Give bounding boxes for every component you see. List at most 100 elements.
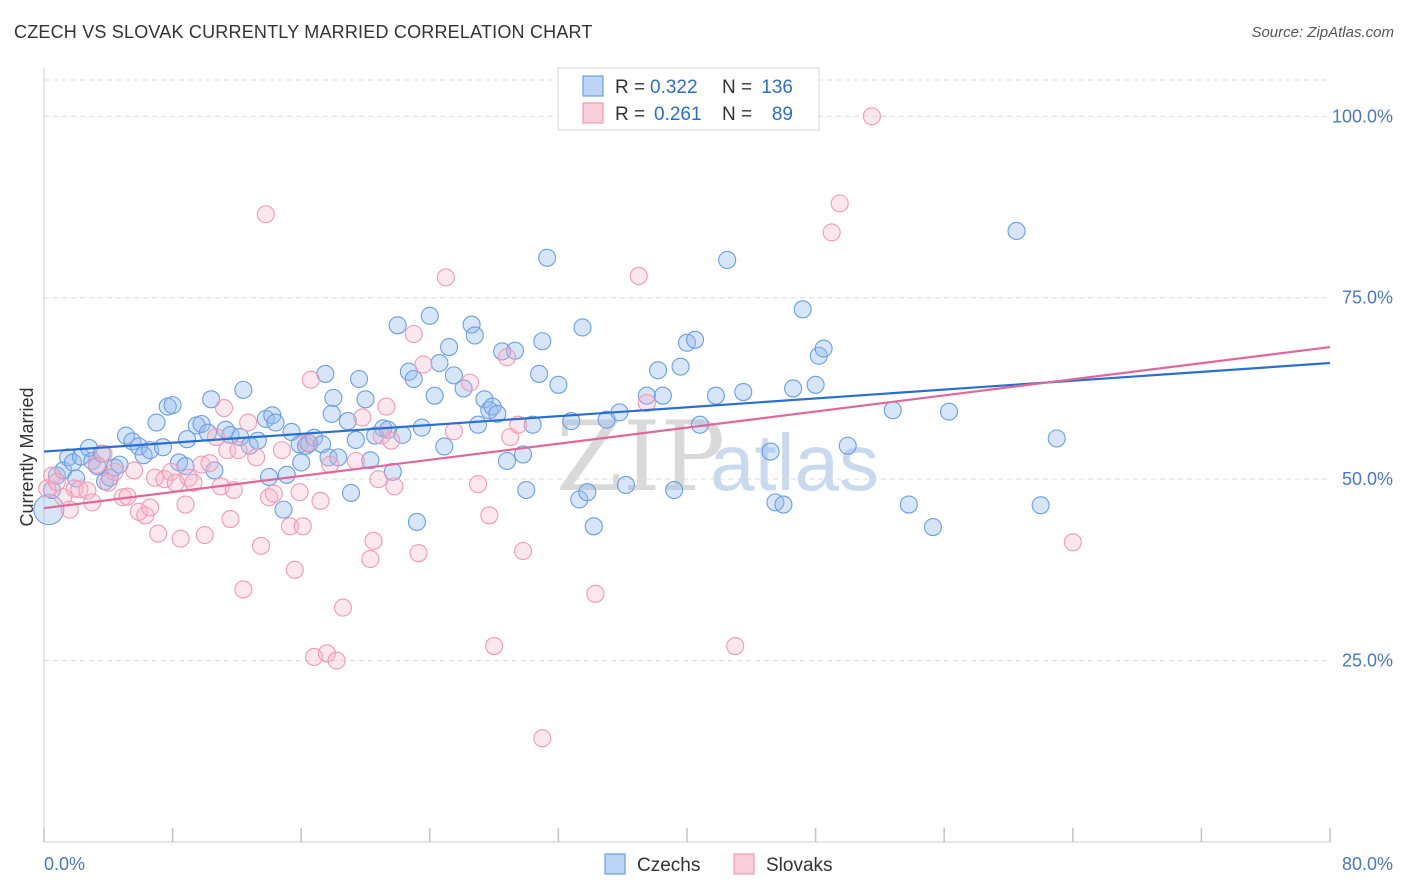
slovaks-point [346,451,365,471]
slovaks-point [124,461,144,480]
czechs-point [883,401,902,420]
czechs-point [685,330,705,349]
slovaks-point [105,462,124,481]
slovaks-point [290,483,309,502]
slovaks-point [353,408,372,427]
czechs-point [653,386,672,405]
legend-czechs-n-label: N = [722,77,752,98]
czechs-point [435,437,454,456]
czechs-point [404,369,423,389]
slovaks-point [171,529,190,548]
czechs-point [163,396,182,415]
czechs-point [761,442,780,461]
czechs-point [549,375,568,394]
slovaks-point [256,205,275,224]
legend-czechs-n-value: 136 [761,77,793,98]
slovaks-point [141,498,160,517]
legend-slovaks-r-label: R = [615,104,645,125]
czechs-point [153,438,173,457]
czechs-point [533,332,552,351]
slovaks-point [364,531,383,550]
x-tick-label-max: 80.0% [1342,854,1393,874]
y-tick-labels: 25.0% 50.0% 75.0% 100.0% [1332,106,1393,670]
slovaks-point [285,560,304,579]
legend-bottom-slovaks-swatch [733,853,755,875]
slovaks-point [497,348,517,367]
czechs-point [324,388,343,407]
watermark-zip: ZIP [556,401,725,513]
slovaks-point [444,422,463,441]
czechs-point [493,342,512,361]
slovaks-point [221,510,240,529]
axes [43,68,1331,843]
czechs-point [430,353,449,373]
czechs-point [1047,429,1066,448]
slovaks-point [149,524,168,543]
czechs-point [388,316,407,335]
czechs-points [33,221,1066,537]
slovaks-point [333,598,353,617]
czechs-point [573,318,592,337]
czechs-point [899,495,918,514]
slovaks-point [272,441,291,460]
legend-top: R = 0.322 N = 136 R = 0.261 N = 89 [557,67,820,131]
slovaks-point [214,398,234,418]
slovaks-point [726,637,745,656]
czechs-point [649,361,668,380]
legend-slovaks-n-value: 89 [772,104,793,125]
czechs-point [488,404,507,423]
czechs-point [440,338,459,357]
czechs-point [517,480,536,500]
slovaks-point [1063,533,1082,552]
czechs-point [341,483,361,502]
slovaks-point [480,506,499,525]
czechs-point [346,430,365,450]
legend-slovaks-swatch [582,102,604,124]
czechs-point [274,500,293,519]
czechs-point [83,451,102,471]
slovaks-point [862,107,881,126]
slovaks-point [637,393,656,412]
czechs-point [444,366,463,385]
slovaks-point [327,651,346,670]
slovaks-point [404,324,423,344]
slovaks-point [372,426,391,445]
czechs-point [105,458,124,477]
slovaks-point [830,194,849,213]
czechs-point [616,475,635,494]
czechs-point [259,467,279,487]
legend-czechs-r-value: 0.322 [650,77,698,98]
slovaks-point [155,470,174,489]
slovaks-point [409,544,428,563]
czechs-point [468,415,488,434]
slovaks-point [586,584,605,603]
slovaks-point [200,454,219,473]
slovaks-point [485,637,504,656]
y-axis-title: Currently Married [17,387,37,526]
legend-czechs-r-label: R = [615,77,645,98]
czechs-point [530,364,549,383]
czechs-point [814,339,833,358]
czechs-point [806,375,825,394]
czechs-point [784,379,803,398]
czechs-point [425,386,444,405]
legend-slovaks-r-value: 0.261 [654,104,702,125]
czechs-point [412,418,431,437]
slovaks-point [369,470,388,489]
czechs-point [718,250,737,270]
czechs-point [178,430,197,449]
legend-bottom-slovaks-label: Slovaks [766,855,833,876]
czechs-point [266,413,285,432]
slovaks-point [87,455,107,474]
watermark-atlas: atlas [710,418,879,507]
czechs-point [665,480,684,500]
slovaks-point [234,580,253,599]
czechs-point [420,306,439,325]
czechs-point [248,431,267,450]
czechs-point [350,369,369,389]
slovaks-point [436,268,455,287]
czechs-point [1031,496,1050,515]
slovaks-point [385,477,404,496]
slovaks-point [513,541,533,561]
